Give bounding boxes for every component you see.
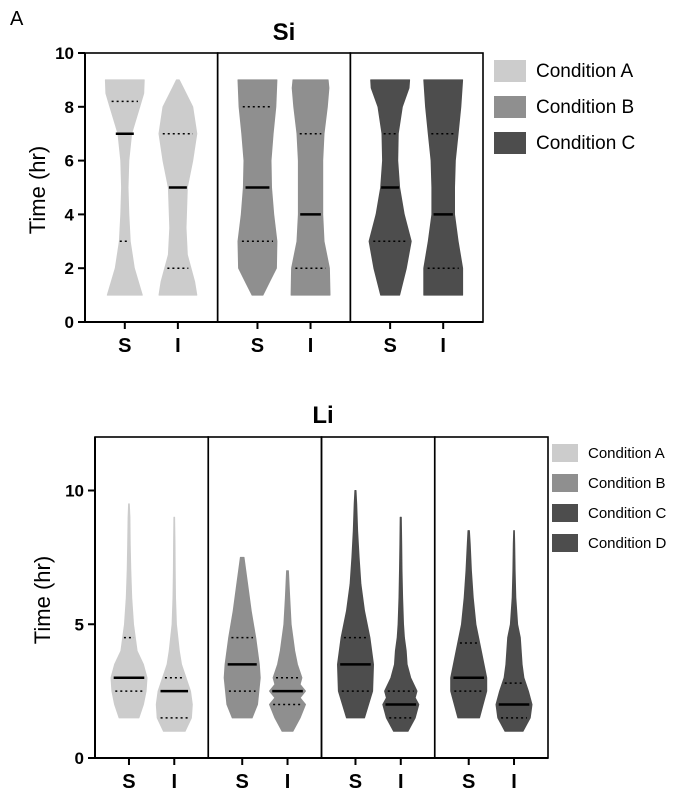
y-tick-label: 2 — [65, 259, 74, 278]
y-tick-label: 0 — [65, 313, 74, 332]
legend-swatch — [552, 474, 578, 492]
violin-body — [423, 79, 464, 296]
legend-label: Condition B — [588, 475, 666, 492]
panel-frame — [207, 436, 323, 759]
panel-frame — [84, 52, 219, 323]
x-tick-label: S — [383, 335, 396, 357]
legend-swatch — [552, 534, 578, 552]
chart-si-y-axis: 0 2 4 6 8 10 — [55, 44, 86, 332]
x-tick-label: I — [175, 335, 181, 357]
legend-label: Condition C — [536, 133, 635, 154]
panel-letter: A — [10, 8, 24, 30]
violin-body — [450, 530, 488, 719]
x-tick-label: I — [285, 771, 291, 793]
panel-frame — [216, 52, 352, 323]
violin-body — [155, 516, 193, 732]
y-tick-label: 5 — [75, 615, 84, 634]
x-tick-label: I — [171, 771, 177, 793]
chart-si-legend: Condition A Condition B Condition C — [494, 60, 635, 154]
x-tick-label: I — [398, 771, 404, 793]
violin-body — [337, 490, 374, 719]
violin-body — [104, 79, 145, 296]
legend-swatch — [494, 60, 526, 82]
violin-body — [495, 530, 533, 732]
violin-body — [290, 79, 331, 296]
chart-li-y-axis: 0 5 10 — [65, 437, 96, 768]
y-tick-label: 8 — [65, 98, 74, 117]
violin-body — [110, 503, 148, 719]
legend-label: Condition D — [588, 535, 667, 552]
y-tick-label: 4 — [65, 205, 75, 224]
x-tick-label: I — [511, 771, 517, 793]
x-tick-label: S — [251, 335, 264, 357]
chart-li-ylabel: Time (hr) — [30, 556, 55, 644]
y-tick-label: 10 — [55, 44, 74, 63]
x-tick-label: S — [462, 771, 475, 793]
chart-si-ylabel: Time (hr) — [25, 146, 50, 234]
legend-label: Condition C — [588, 505, 667, 522]
x-tick-label: I — [440, 335, 446, 357]
chart-li-plot-area — [94, 436, 549, 759]
violin-body — [269, 570, 306, 732]
y-tick-label: 6 — [65, 152, 74, 171]
x-tick-label: I — [308, 335, 314, 357]
legend-label: Condition B — [536, 97, 634, 118]
chart-si-title: Si — [273, 19, 296, 46]
legend-label: Condition A — [536, 61, 634, 82]
y-tick-label: 10 — [65, 482, 84, 501]
chart-li-legend: Condition A Condition B Condition C Conditi… — [552, 444, 667, 552]
legend-swatch — [552, 444, 578, 462]
x-tick-label: S — [118, 335, 131, 357]
chart-si-plot-area — [84, 52, 484, 323]
legend-swatch — [494, 96, 526, 118]
y-tick-label: 0 — [75, 749, 84, 768]
legend-swatch — [494, 132, 526, 154]
violin-body — [382, 516, 420, 732]
x-tick-label: S — [236, 771, 249, 793]
legend-label: Condition A — [588, 445, 665, 462]
x-tick-label: S — [122, 771, 135, 793]
chart-li-title: Li — [312, 402, 333, 429]
legend-swatch — [552, 504, 578, 522]
x-tick-label: S — [349, 771, 362, 793]
